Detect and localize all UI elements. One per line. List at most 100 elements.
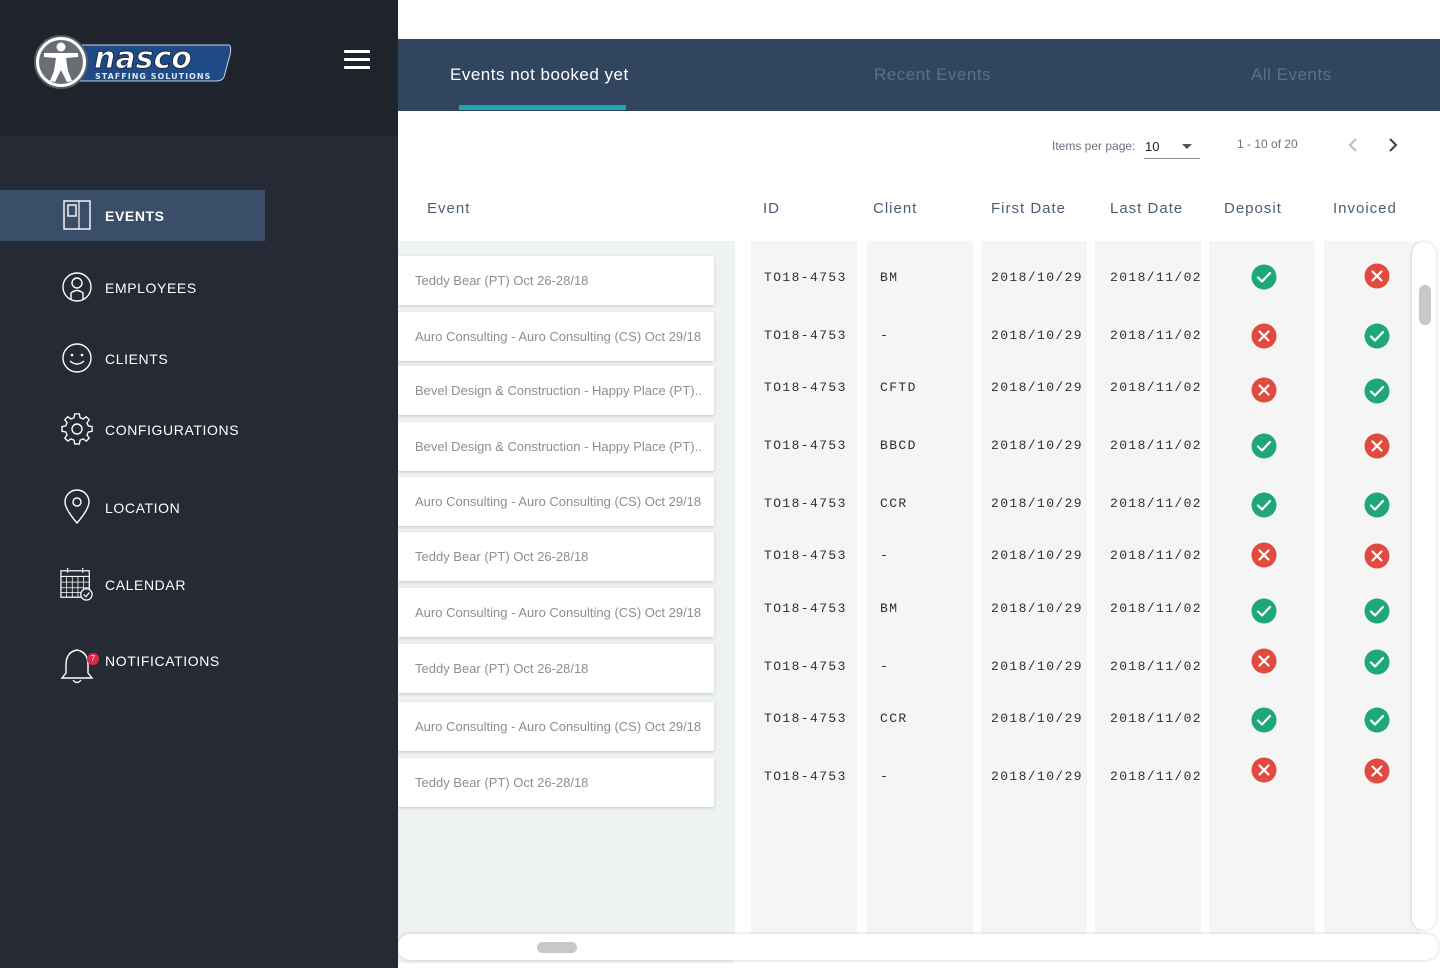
dropdown-caret-icon [1182,144,1192,149]
gear-icon [60,412,94,446]
event-name: Teddy Bear (PT) Oct 26-28/18 [415,273,589,288]
last-date-cell: 2018/11/02 [1110,711,1203,726]
sidebar-item-employees[interactable]: EMPLOYEES [0,262,265,313]
deposit-check-icon [1251,264,1277,290]
chevron-right-icon [1389,138,1398,152]
items-per-page-select[interactable]: 10 [1144,137,1200,159]
vertical-scrollbar-thumb[interactable] [1419,285,1431,325]
deposit-check-icon [1251,492,1277,518]
id-cell: TO18-4753 [764,438,847,453]
client-cell: - [880,548,890,563]
invoiced-column [1324,241,1420,934]
deposit-cross-icon [1251,757,1277,783]
first-date-cell: 2018/10/29 [991,328,1084,343]
sidebar-item-calendar[interactable]: CALENDAR [0,559,265,610]
event-name: Bevel Design & Construction - Happy Plac… [415,439,702,454]
hamburger-menu-button[interactable] [344,50,372,72]
invoiced-check-icon [1364,707,1390,733]
first-date-cell: 2018/10/29 [991,769,1084,784]
horizontal-scrollbar-thumb[interactable] [537,942,577,953]
previous-page-button[interactable] [1343,135,1363,155]
invoiced-check-icon [1364,598,1390,624]
column-header-last-date[interactable]: Last Date [1110,200,1184,217]
invoiced-check-icon [1364,323,1390,349]
column-header-invoiced[interactable]: Invoiced [1333,200,1397,217]
event-name: Auro Consulting - Auro Consulting (CS) O… [415,605,702,620]
deposit-check-icon [1251,707,1277,733]
last-date-cell: 2018/11/02 [1110,769,1203,784]
id-cell: TO18-4753 [764,380,847,395]
event-card[interactable]: Teddy Bear (PT) Oct 26-28/18 [398,644,714,693]
top-bar [398,0,1440,39]
sidebar-item-label: EMPLOYEES [105,279,197,296]
deposit-check-icon [1251,598,1277,624]
first-date-cell: 2018/10/29 [991,711,1084,726]
event-card[interactable]: Auro Consulting - Auro Consulting (CS) O… [398,477,714,526]
tab-recent-events[interactable]: Recent Events [874,65,992,84]
sidebar-item-location[interactable]: LOCATION [0,482,265,533]
column-header-deposit[interactable]: Deposit [1224,200,1282,217]
first-date-cell: 2018/10/29 [991,601,1084,616]
column-header-client[interactable]: Client [873,200,918,217]
last-date-cell: 2018/11/02 [1110,438,1203,453]
sidebar-item-label: CONFIGURATIONS [105,421,240,438]
chevron-left-icon [1348,138,1357,152]
deposit-cross-icon [1251,377,1277,403]
invoiced-cross-icon [1364,758,1390,784]
first-date-cell: 2018/10/29 [991,438,1084,453]
sidebar-item-events[interactable]: EVENTS [0,190,265,241]
event-card[interactable]: Auro Consulting - Auro Consulting (CS) O… [398,312,714,361]
last-date-cell: 2018/11/02 [1110,548,1203,563]
column-header-id[interactable]: ID [763,200,780,217]
id-cell: TO18-4753 [764,548,847,563]
client-cell: CCR [880,711,908,726]
tab-all-events[interactable]: All Events [1251,65,1332,84]
items-per-page-label: Items per page: [1052,139,1136,153]
tab-bar: Events not booked yet Recent Events All … [398,39,1440,111]
client-cell: BM [880,270,899,285]
event-name: Auro Consulting - Auro Consulting (CS) O… [415,719,702,734]
deposit-column [1209,241,1315,934]
event-name: Bevel Design & Construction - Happy Plac… [415,383,702,398]
column-header-first-date[interactable]: First Date [991,200,1067,217]
sidebar-header: nasco STAFFING SOLUTIONS [0,0,398,136]
tab-events-not-booked[interactable]: Events not booked yet [450,65,629,84]
id-cell: TO18-4753 [764,270,847,285]
event-name: Teddy Bear (PT) Oct 26-28/18 [415,775,589,790]
first-date-cell: 2018/10/29 [991,270,1084,285]
client-cell: CCR [880,496,908,511]
event-name: Teddy Bear (PT) Oct 26-28/18 [415,661,589,676]
deposit-cross-icon [1251,648,1277,674]
client-cell: CFTD [880,380,917,395]
sidebar-item-configurations[interactable]: CONFIGURATIONS [0,404,265,455]
next-page-button[interactable] [1383,135,1403,155]
event-name: Auro Consulting - Auro Consulting (CS) O… [415,494,702,509]
id-cell: TO18-4753 [764,496,847,511]
event-card[interactable]: Teddy Bear (PT) Oct 26-28/18 [398,256,714,305]
first-date-cell: 2018/10/29 [991,380,1084,395]
id-cell: TO18-4753 [764,659,847,674]
brand-logo[interactable]: nasco STAFFING SOLUTIONS [32,33,232,91]
first-date-column [981,241,1087,934]
employees-icon [60,270,94,304]
event-card[interactable]: Bevel Design & Construction - Happy Plac… [398,366,714,415]
first-date-cell: 2018/10/29 [991,548,1084,563]
sidebar-item-clients[interactable]: CLIENTS [0,333,265,384]
invoiced-check-icon [1364,649,1390,675]
event-card[interactable]: Auro Consulting - Auro Consulting (CS) O… [398,588,714,637]
client-cell: BM [880,601,899,616]
event-card[interactable]: Auro Consulting - Auro Consulting (CS) O… [398,702,714,751]
page-range-label: 1 - 10 of 20 [1237,137,1298,151]
svg-text:nasco: nasco [94,41,192,76]
event-card[interactable]: Bevel Design & Construction - Happy Plac… [398,422,714,471]
last-date-cell: 2018/11/02 [1110,270,1203,285]
column-header-event[interactable]: Event [427,200,471,217]
deposit-cross-icon [1251,542,1277,568]
vertical-scrollbar[interactable] [1412,242,1436,930]
event-card[interactable]: Teddy Bear (PT) Oct 26-28/18 [398,758,714,807]
active-tab-indicator [459,105,626,110]
notification-count-badge: 7 [87,653,99,665]
sidebar-item-notifications[interactable]: 7 NOTIFICATIONS [0,635,265,686]
first-date-cell: 2018/10/29 [991,496,1084,511]
event-card[interactable]: Teddy Bear (PT) Oct 26-28/18 [398,532,714,581]
